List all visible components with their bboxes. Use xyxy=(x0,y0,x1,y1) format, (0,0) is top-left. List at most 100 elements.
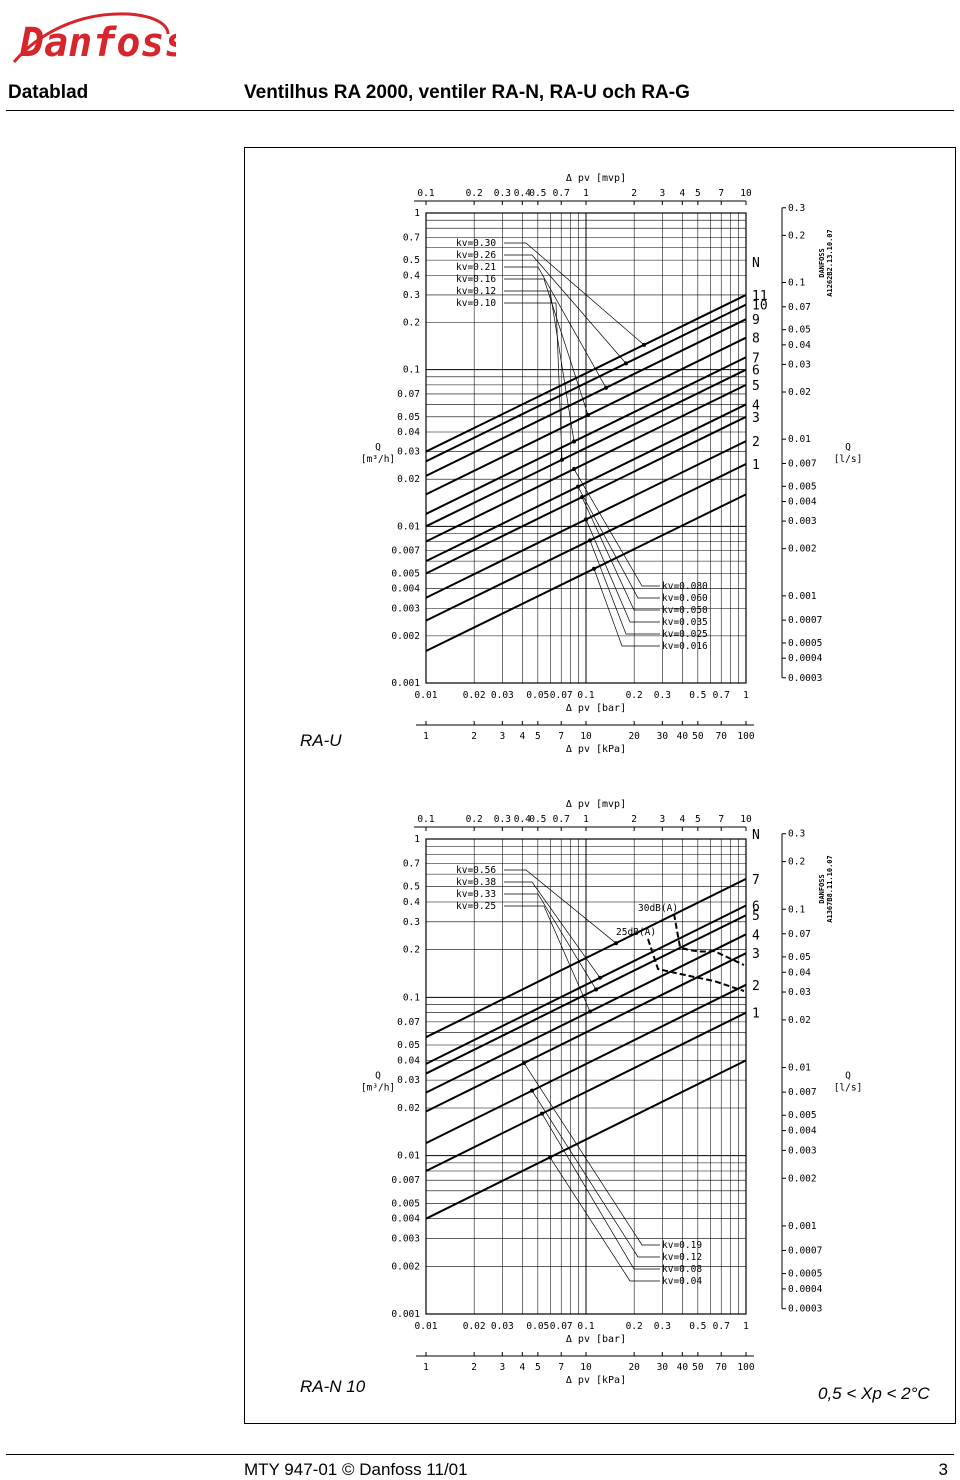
y-left-tick-label: 0.003 xyxy=(391,603,420,614)
y-left-tick-label: 0.001 xyxy=(391,678,420,689)
y-right-tick-label: 0.001 xyxy=(788,1221,817,1232)
y-left-tick-label: 0.3 xyxy=(403,290,420,301)
page-number: 3 xyxy=(938,1460,948,1479)
setting-label: 8 xyxy=(752,332,760,347)
series-line xyxy=(425,933,747,1094)
kv-leader xyxy=(541,1113,660,1270)
y-left-tick-label: 0.007 xyxy=(391,546,420,557)
kv-label: kv=0.33 xyxy=(456,889,496,900)
kv-label: kv=0.12 xyxy=(662,1252,702,1263)
x-bottom-tick-label: 0.03 xyxy=(491,690,514,701)
y-right-tick-label: 0.04 xyxy=(788,340,811,351)
kv-leader xyxy=(504,905,591,1012)
kpa-tick-label: 40 xyxy=(677,731,689,742)
setting-label: 11 xyxy=(752,289,768,304)
x-bottom-tick-label: 0.02 xyxy=(463,1321,486,1332)
danfoss-logo-text: Danfoss xyxy=(19,20,176,66)
x-bottom-tick-label: 0.03 xyxy=(491,1321,514,1332)
y-left-tick-label: 0.002 xyxy=(391,631,420,642)
kpa-tick-label: 40 xyxy=(677,1362,689,1373)
top-axis-tick-label: 0.2 xyxy=(466,188,483,199)
top-axis-tick-label: 10 xyxy=(740,814,752,825)
chart-caption-ra-n10: RA-N 10 xyxy=(300,1377,366,1396)
top-axis-tick-label: 4 xyxy=(679,814,685,825)
y-right-tick-label: 0.05 xyxy=(788,952,811,963)
kpa-axis-title: Δ pv [kPa] xyxy=(566,744,626,755)
series-line xyxy=(425,415,747,575)
y-left-axis-unit: [m³/h] xyxy=(361,454,395,465)
kv-leader xyxy=(581,496,660,611)
kv-leader-arrow xyxy=(604,385,608,390)
kv-leader-arrow xyxy=(522,1061,526,1066)
kv-leader xyxy=(504,254,627,364)
y-right-tick-label: 0.0004 xyxy=(788,1284,823,1295)
y-left-axis-title: Q xyxy=(375,442,381,453)
setting-label: 3 xyxy=(752,411,760,426)
y-left-tick-label: 1 xyxy=(414,208,420,219)
y-left-tick-label: 0.004 xyxy=(391,584,420,595)
series-line xyxy=(425,983,747,1145)
top-axis-tick-label: 7 xyxy=(718,814,724,825)
x-bottom-tick-label: 0.5 xyxy=(689,690,706,701)
setting-label: 9 xyxy=(752,313,760,328)
setting-label: 2 xyxy=(752,435,760,450)
top-axis-tick-label: 4 xyxy=(679,188,685,199)
kv-leader-arrow xyxy=(580,495,584,500)
kpa-tick-label: 10 xyxy=(580,731,592,742)
kpa-axis-title: Δ pv [kPa] xyxy=(566,1375,626,1386)
top-axis-tick-label: 0.5 xyxy=(529,814,546,825)
y-right-tick-label: 0.002 xyxy=(788,1173,817,1184)
kv-label: kv=0.19 xyxy=(662,1240,702,1251)
y-left-tick-label: 0.1 xyxy=(403,992,420,1003)
top-axis-tick-label: 0.3 xyxy=(494,188,511,199)
x-bottom-axis-title: Δ pv [bar] xyxy=(566,703,626,714)
y-right-tick-label: 0.007 xyxy=(788,458,817,469)
header-rule xyxy=(6,110,954,111)
y-left-tick-label: 0.07 xyxy=(397,1017,420,1028)
y-left-tick-label: 0.2 xyxy=(403,945,420,956)
y-left-tick-label: 0.03 xyxy=(397,1075,420,1086)
y-left-tick-label: 0.02 xyxy=(397,1103,420,1114)
kv-label: kv=0.04 xyxy=(662,1276,702,1287)
kv-leader xyxy=(504,242,645,346)
x-bottom-tick-label: 0.1 xyxy=(577,1321,594,1332)
x-bottom-tick-label: 0.02 xyxy=(463,690,486,701)
kv-leader xyxy=(504,893,597,990)
kv-label: kv=0.025 xyxy=(662,629,708,640)
kv-leader xyxy=(504,278,589,416)
drawing-reference: A1367B8.11.10.07 xyxy=(826,855,834,922)
danfoss-logo: Danfoss xyxy=(12,12,176,66)
kpa-tick-label: 7 xyxy=(558,1362,564,1373)
chart-frame xyxy=(244,147,956,1424)
y-right-tick-label: 0.02 xyxy=(788,1015,811,1026)
y-right-tick-label: 0.004 xyxy=(788,1126,817,1137)
kpa-tick-label: 3 xyxy=(499,731,505,742)
kv-leader xyxy=(589,540,660,635)
kv-leader-arrow xyxy=(624,361,628,366)
y-left-tick-label: 0.2 xyxy=(403,318,420,329)
kpa-tick-label: 50 xyxy=(692,1362,704,1373)
kv-leader xyxy=(531,1090,660,1258)
series-line xyxy=(425,356,747,515)
y-left-axis-unit: [m³/h] xyxy=(361,1083,395,1094)
y-left-tick-label: 0.02 xyxy=(397,474,420,485)
y-left-tick-label: 0.4 xyxy=(403,897,420,908)
setting-label: N xyxy=(752,828,760,843)
y-left-tick-label: 0.003 xyxy=(391,1233,420,1244)
x-bottom-tick-label: 1 xyxy=(743,690,749,701)
y-right-tick-label: 0.0005 xyxy=(788,638,822,649)
y-right-tick-label: 0.02 xyxy=(788,387,811,398)
top-axis-tick-label: 3 xyxy=(659,188,665,199)
y-left-tick-label: 0.005 xyxy=(391,1198,420,1209)
kv-leader-arrow xyxy=(530,1088,534,1093)
series-line xyxy=(425,463,747,622)
kv-label: kv=0.56 xyxy=(456,865,496,876)
plot-border xyxy=(425,838,747,1315)
kv-leader-arrow xyxy=(548,1155,552,1160)
top-axis-tick-label: 7 xyxy=(718,188,724,199)
kv-leader-arrow xyxy=(572,467,576,472)
y-right-tick-label: 0.002 xyxy=(788,544,817,555)
kv-label: kv=0.10 xyxy=(456,298,496,309)
kpa-tick-label: 1 xyxy=(423,731,429,742)
kv-leader-arrow xyxy=(642,342,646,347)
